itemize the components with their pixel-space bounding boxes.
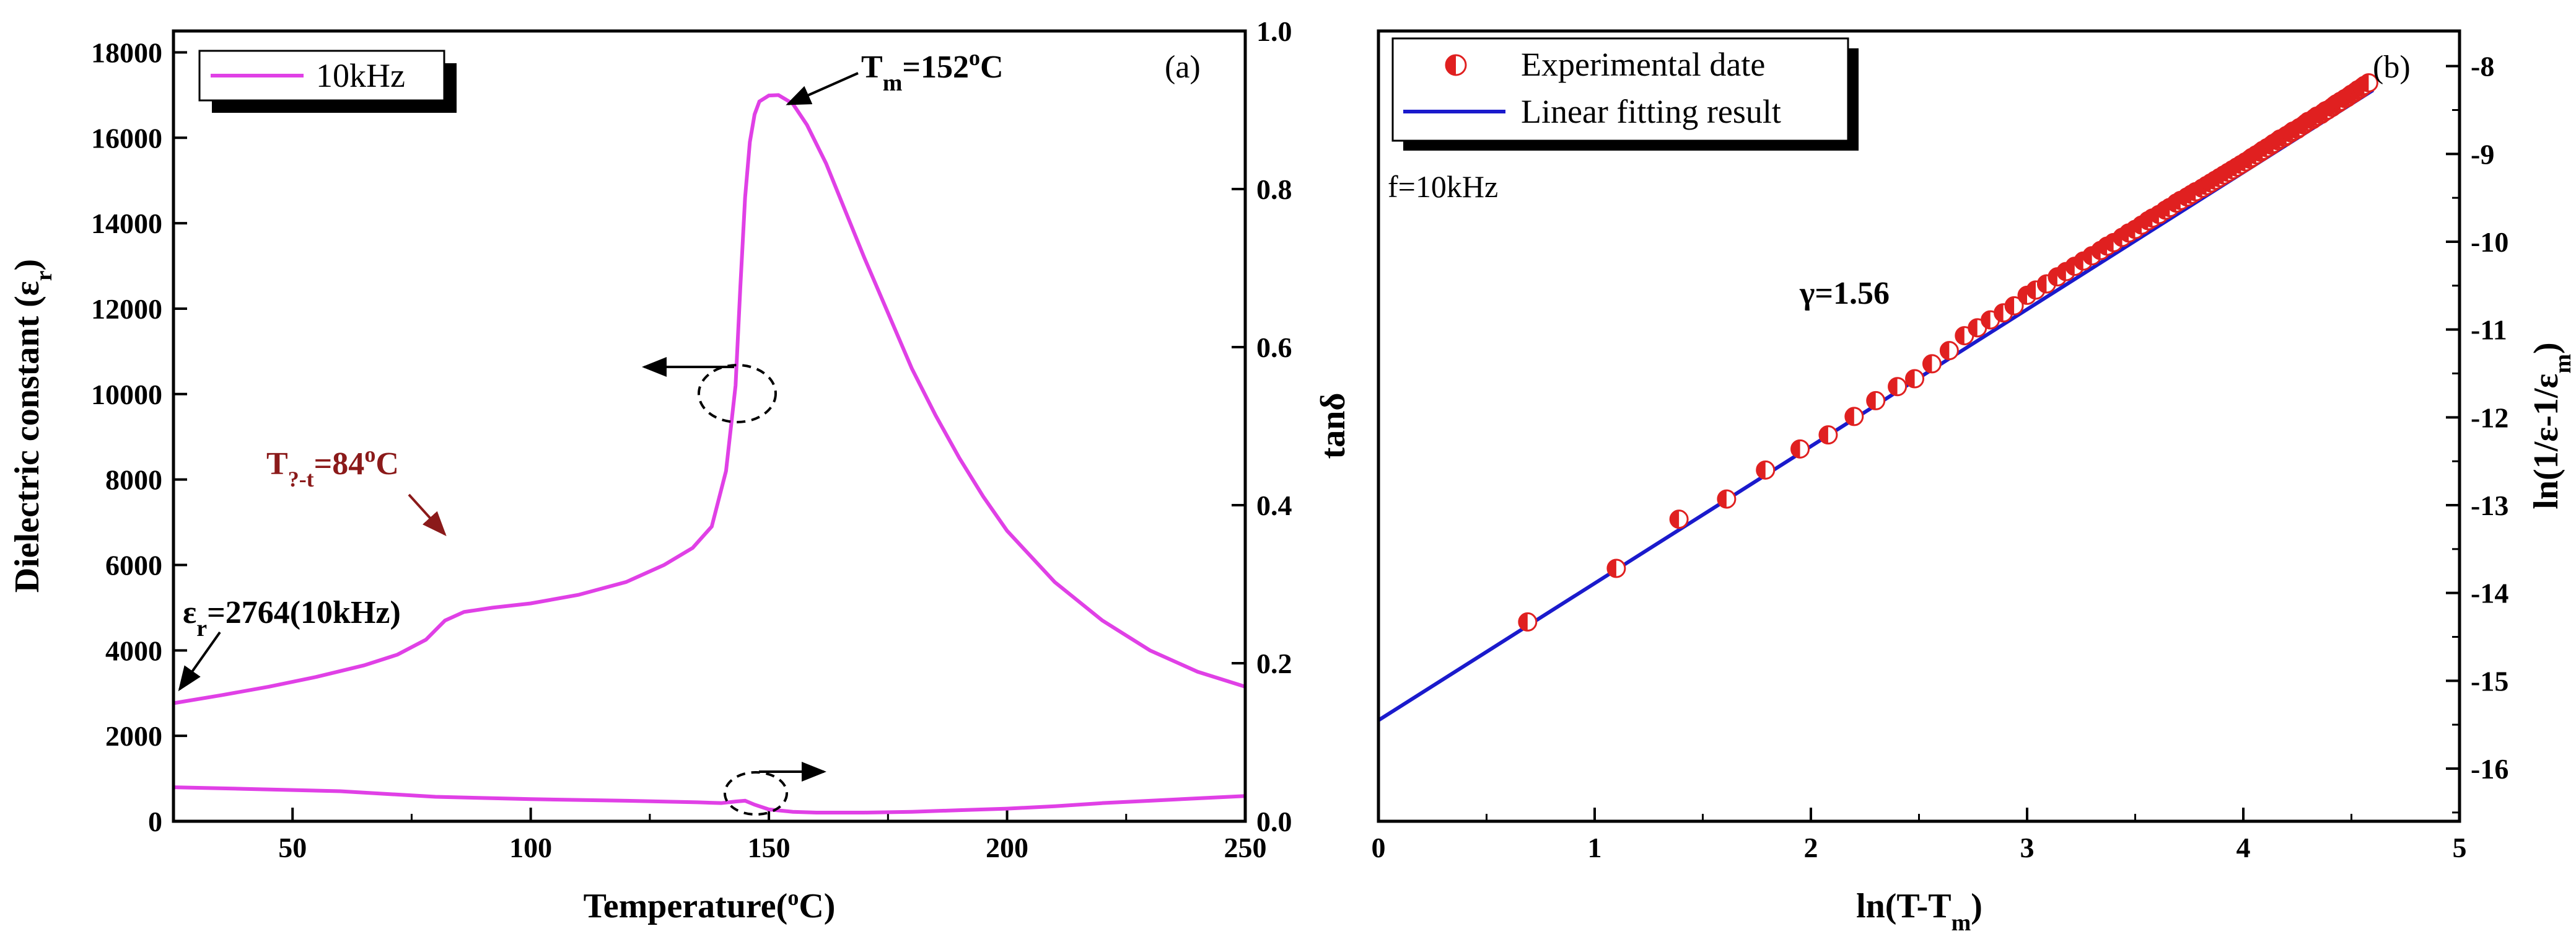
panel-a-y-tick-label: 16000 <box>91 122 162 154</box>
panel-b-y-tick-label: -12 <box>2471 402 2508 433</box>
panel-b-y-tick-label: -15 <box>2471 665 2508 697</box>
panel-b-legend-label-fit: Linear fitting result <box>1521 93 1781 130</box>
panel-b-x-tick-label: 0 <box>1372 832 1386 863</box>
panel-b-x-tick-label: 3 <box>2020 832 2035 863</box>
panel-a-x-tick-label: 50 <box>278 832 307 863</box>
panel-b-y-tick-label: -13 <box>2471 490 2508 521</box>
panel-b-legend-marker <box>1445 54 1467 76</box>
panel-b-frame <box>1377 29 2461 823</box>
panel-a-y2-tick-label: 0.4 <box>1256 490 1292 521</box>
experimental-point <box>1888 377 1908 397</box>
panel-a-y-tick-label: 18000 <box>91 37 162 68</box>
panel-a-y-tick-label: 0 <box>148 806 162 837</box>
experimental-point <box>1844 407 1864 426</box>
panel-b-label: (b) <box>2373 50 2411 85</box>
panel-a-y-tick-label: 2000 <box>105 720 162 752</box>
experimental-point <box>1818 425 1838 445</box>
panel-a-y-tick-label: 4000 <box>105 635 162 666</box>
panel-a-x-tick-label: 150 <box>748 832 791 863</box>
panel-a-label: (a) <box>1165 50 1201 85</box>
panel-a-y-axis-label: Dielectric constant (εr) <box>8 259 57 593</box>
tm-annotation: Tm=152oC <box>861 45 1004 96</box>
eps-annotation: εr=2764(10kHz) <box>183 595 401 642</box>
panel-b-x-tick-label: 4 <box>2236 832 2251 863</box>
transition-annotation: T?-t=84oC <box>266 442 399 492</box>
panel-b-y-tick-label: -11 <box>2471 314 2507 346</box>
panel-a-y2-tick-label: 0.6 <box>1256 332 1292 363</box>
experimental-point <box>1756 460 1776 480</box>
transition-arrow <box>408 493 447 536</box>
right-axis-indicator-ellipse <box>724 771 788 816</box>
panel-b-legend-box <box>1391 37 1849 142</box>
experimental-point <box>1669 509 1689 529</box>
panel-a-frame <box>172 29 1247 823</box>
left-axis-indicator-ellipse <box>698 364 777 423</box>
tan-delta-curve <box>173 785 1246 814</box>
panel-a-legend: 10kHz <box>198 50 457 113</box>
panel-a-legend-label: 10kHz <box>316 57 405 94</box>
panel-a-x-tick-label: 200 <box>986 832 1028 863</box>
experimental-point <box>2359 73 2378 93</box>
panel-b-ticks: 0 1 2 3 4 5 -16 -15 -14 -13 -12 -11 -10 -9 -8 <box>1372 51 2509 863</box>
panel-a-x-tick-label: 100 <box>509 832 552 863</box>
panel-b-x-axis-label: ln(T-Tm) <box>1856 887 1982 936</box>
panel-b-legend-label-experimental: Experimental date <box>1521 46 1765 83</box>
tm-arrow <box>786 72 859 105</box>
panel-b-y-tick-label: -9 <box>2471 138 2494 170</box>
panel-a-y2-tick-label: 0.0 <box>1256 806 1292 837</box>
panel-a-y2-tick-label: 1.0 <box>1256 15 1292 47</box>
panel-a-y-tick-label: 8000 <box>105 464 162 496</box>
panel-b-y-tick-label: -14 <box>2471 578 2508 609</box>
panel-b-y-tick-label: -8 <box>2471 51 2494 82</box>
experimental-point <box>1866 390 1886 410</box>
panel-a-y-tick-label: 12000 <box>91 293 162 325</box>
experimental-point <box>1790 439 1810 459</box>
panel-b-legend: Experimental date Linear fitting result <box>1391 37 1859 151</box>
panel-b-x-tick-label: 1 <box>1588 832 1602 863</box>
dielectric-constant-curve <box>173 93 1246 705</box>
panel-a-x-axis-label: Temperature(oC) <box>584 885 836 925</box>
experimental-point <box>1717 489 1737 509</box>
panel-a-y2-tick-label: 0.8 <box>1256 174 1292 205</box>
eps-arrow <box>178 631 221 692</box>
panel-a-y-tick-label: 14000 <box>91 208 162 239</box>
panel-b: 0 1 2 3 4 5 -16 -15 -14 -13 -12 -11 -10 -9 -8 ln(T-Tm)… <box>1372 29 2576 936</box>
panel-a-y2-axis-label: tanδ <box>1314 393 1352 459</box>
experimental-point <box>1518 612 1538 632</box>
panel-a-y-tick-label: 10000 <box>91 379 162 410</box>
experimental-point <box>1994 303 2013 323</box>
panel-a: 50 100 150 200 250 0 2000 4000 6000 8000 10000 1200… <box>8 15 1352 925</box>
panel-b-y-tick-label: -10 <box>2471 226 2508 258</box>
experimental-point <box>1922 354 1942 374</box>
legend-marker-glyph <box>1445 54 1467 76</box>
panel-a-y-tick-label: 6000 <box>105 549 162 581</box>
panel-b-x-tick-label: 2 <box>1804 832 1818 863</box>
experimental-point <box>1606 558 1626 578</box>
experimental-point <box>1939 341 1959 361</box>
panel-b-y-axis-label: ln(1/ε-1/εm) <box>2527 342 2576 509</box>
experimental-point <box>1905 369 1925 389</box>
panel-a-x-tick-label: 250 <box>1224 832 1267 863</box>
panel-b-y-tick-label: -16 <box>2471 753 2508 785</box>
panel-a-y2-tick-label: 0.2 <box>1256 648 1292 679</box>
gamma-label: γ=1.56 <box>1799 276 1890 311</box>
experimental-point <box>2065 257 2085 276</box>
experimental-points <box>1518 73 2378 632</box>
experimental-point <box>2004 296 2024 315</box>
panel-a-ticks: 50 100 150 200 250 0 2000 4000 6000 8000 10000 1200… <box>91 15 1292 863</box>
panel-b-x-tick-label: 5 <box>2453 832 2467 863</box>
frequency-label: f=10kHz <box>1388 169 1498 204</box>
